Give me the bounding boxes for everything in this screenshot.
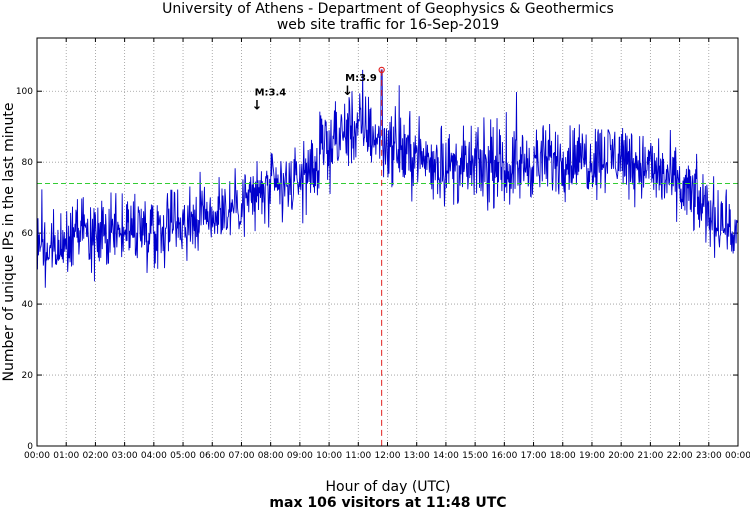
y-tick-label: 40: [22, 300, 34, 310]
x-tick-label: 03:00: [112, 451, 138, 461]
x-tick-label: 12:00: [375, 451, 401, 461]
x-axis-label: Hour of day (UTC): [326, 479, 451, 495]
x-tick-label: 17:00: [521, 451, 547, 461]
x-tick-label: 08:00: [258, 451, 284, 461]
x-tick-label: 04:00: [141, 451, 167, 461]
quake-arrow-1: ↓: [252, 98, 263, 113]
x-tick-label: 11:00: [345, 451, 371, 461]
quake-annotation-1: M:3.4: [255, 87, 287, 98]
x-tick-label: 09:00: [287, 451, 313, 461]
x-tick-label: 00:00: [725, 451, 750, 461]
series-line: [36, 69, 739, 288]
x-tick-label: 07:00: [228, 451, 254, 461]
grid: [37, 38, 738, 446]
x-tick-label: 00:00: [24, 451, 50, 461]
x-tick-label: 01:00: [53, 451, 79, 461]
x-tick-label: 15:00: [462, 451, 488, 461]
x-tick-label: 02:00: [82, 451, 108, 461]
y-axis-label: Number of unique IPs in the last minute: [1, 103, 17, 382]
quake-annotation-2: M:3.9: [345, 73, 377, 84]
y-tick-label: 20: [22, 371, 34, 381]
x-tick-label: 05:00: [170, 451, 196, 461]
x-tick-label: 20:00: [608, 451, 634, 461]
plot-frame: [36, 37, 739, 447]
quake-arrow-2: ↓: [342, 84, 353, 99]
x-tick-label: 06:00: [199, 451, 225, 461]
y-tick-label: 60: [22, 229, 34, 239]
chart-title-line2: web site traffic for 16-Sep-2019: [277, 17, 499, 33]
x-tick-label: 18:00: [550, 451, 576, 461]
y-tick-label: 80: [22, 158, 34, 168]
x-tick-label: 19:00: [579, 451, 605, 461]
chart-title-line1: University of Athens - Department of Geo…: [162, 1, 614, 17]
max-summary: max 106 visitors at 11:48 UTC: [269, 495, 506, 511]
max-marker-point: [378, 66, 385, 74]
x-tick-label: 10:00: [316, 451, 342, 461]
x-tick-label: 22:00: [667, 451, 693, 461]
y-tick-label: 100: [16, 87, 33, 97]
x-tick-label: 21:00: [637, 451, 663, 461]
x-tick-label: 23:00: [696, 451, 722, 461]
x-axis-ticks: 00:00 01:00 02:00 03:00 04:00 05:00 06:00 07:00…: [24, 38, 750, 461]
x-tick-label: 16:00: [491, 451, 517, 461]
y-tick-label: 0: [27, 442, 33, 452]
x-tick-label: 13:00: [404, 451, 430, 461]
x-tick-label: 14:00: [433, 451, 459, 461]
